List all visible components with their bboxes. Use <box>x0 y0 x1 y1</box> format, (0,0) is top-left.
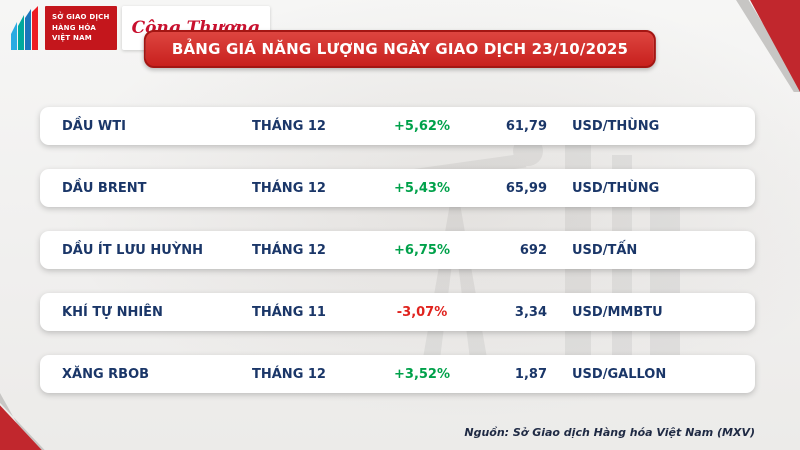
price-unit: USD/THÙNG <box>572 180 660 196</box>
mxv-logo-line: VIỆT NAM <box>52 34 92 43</box>
mxv-logo-icon <box>11 6 38 50</box>
corner-ribbon-top-right <box>722 0 800 92</box>
change-percent: +5,43% <box>394 180 450 196</box>
commodity-name: DẦU ÍT LƯU HUỲNH <box>62 242 204 258</box>
source-note: Nguồn: Sở Giao dịch Hàng hóa Việt Nam (M… <box>464 426 755 439</box>
commodity-name: XĂNG RBOB <box>62 366 150 382</box>
change-percent: +3,52% <box>394 366 450 382</box>
change-percent: +5,62% <box>394 118 450 134</box>
price-value: 3,34 <box>514 304 547 320</box>
price-value: 692 <box>519 242 547 258</box>
change-percent: +6,75% <box>394 242 450 258</box>
price-row-dau-brent: DẦU BRENT THÁNG 12 +5,43% 65,99 USD/THÙN… <box>40 169 755 207</box>
price-unit: USD/MMBTU <box>572 304 663 320</box>
price-table: DẦU WTI THÁNG 12 +5,62% 61,79 USD/THÙNG … <box>40 107 755 393</box>
contract-month: THÁNG 12 <box>252 118 326 134</box>
price-value: 65,99 <box>505 180 547 196</box>
mxv-logo-line: SỞ GIAO DỊCH <box>52 13 110 22</box>
corner-ribbon-bottom-left <box>0 388 72 450</box>
mxv-logo-text: SỞ GIAO DỊCH HÀNG HÓA VIỆT NAM <box>45 6 117 50</box>
price-value: 1,87 <box>514 366 547 382</box>
price-row-dau-wti: DẦU WTI THÁNG 12 +5,62% 61,79 USD/THÙNG <box>40 107 755 145</box>
contract-month: THÁNG 12 <box>252 180 326 196</box>
commodity-name: DẦU WTI <box>62 118 126 134</box>
price-row-khi-tu-nhien: KHÍ TỰ NHIÊN THÁNG 11 -3,07% 3,34 USD/MM… <box>40 293 755 331</box>
page-title: BẢNG GIÁ NĂNG LƯỢNG NGÀY GIAO DỊCH 23/10… <box>171 40 629 58</box>
price-unit: USD/GALLON <box>572 366 667 382</box>
title-banner: BẢNG GIÁ NĂNG LƯỢNG NGÀY GIAO DỊCH 23/10… <box>143 30 657 68</box>
contract-month: THÁNG 12 <box>252 242 326 258</box>
mxv-logo-line: HÀNG HÓA <box>52 23 96 32</box>
price-value: 61,79 <box>505 118 547 134</box>
price-row-dau-it-luu-huynh: DẦU ÍT LƯU HUỲNH THÁNG 12 +6,75% 692 USD… <box>40 231 755 269</box>
contract-month: THÁNG 12 <box>252 366 326 382</box>
price-row-xang-rbob: XĂNG RBOB THÁNG 12 +3,52% 1,87 USD/GALLO… <box>40 355 755 393</box>
commodity-name: KHÍ TỰ NHIÊN <box>62 304 163 320</box>
commodity-name: DẦU BRENT <box>62 180 147 196</box>
price-unit: USD/TẤN <box>572 242 638 258</box>
contract-month: THÁNG 11 <box>252 304 326 320</box>
price-unit: USD/THÙNG <box>572 118 660 134</box>
corner-ribbon-red-triangle <box>0 405 42 450</box>
change-percent: -3,07% <box>396 304 448 320</box>
